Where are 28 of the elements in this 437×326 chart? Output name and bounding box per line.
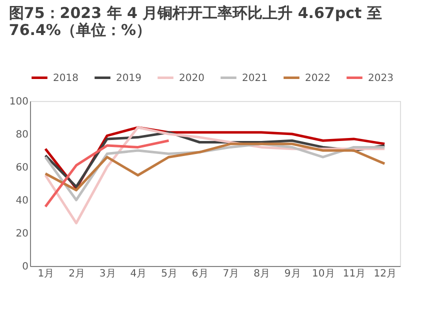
x-tick-label: 12月 (374, 268, 396, 280)
legend-label: 2019 (116, 72, 142, 84)
x-tick-label: 1月 (38, 268, 54, 280)
x-tick-label: 7月 (222, 268, 240, 280)
x-tick-label: 5月 (161, 268, 178, 280)
text: 76.4%（单位：%） (8, 21, 151, 39)
x-tick-label: 10月 (312, 268, 335, 280)
text: 图75：2023 年 4 月铜杆开工率环比上升 4.67pct 至 (8, 4, 382, 22)
x-tick-label: 6月 (192, 268, 208, 280)
line-series (44, 142, 386, 192)
y-tick-label: 60 (16, 162, 28, 174)
x-tick-label: 3月 (99, 268, 116, 280)
y-tick-label: 40 (16, 196, 28, 206)
x-tick-label: 8月 (254, 268, 270, 280)
x-tick-label: 2月 (68, 268, 85, 280)
legend-label: 2022 (305, 72, 330, 84)
legend-label: 2018 (53, 72, 78, 84)
y-tick-label: 0 (22, 262, 28, 272)
legend-label: 2023 (368, 72, 394, 84)
y-tick-label: 20 (16, 228, 28, 240)
x-tick-label: 4月 (130, 268, 147, 280)
y-tick-label: 100 (9, 96, 28, 108)
y-tick-label: 80 (16, 130, 28, 140)
legend-label: 2021 (242, 72, 268, 84)
x-tick-label: 9月 (284, 268, 301, 280)
legend-label: 2020 (179, 72, 204, 84)
x-tick-label: 11月 (342, 268, 366, 280)
line-series (44, 139, 170, 208)
